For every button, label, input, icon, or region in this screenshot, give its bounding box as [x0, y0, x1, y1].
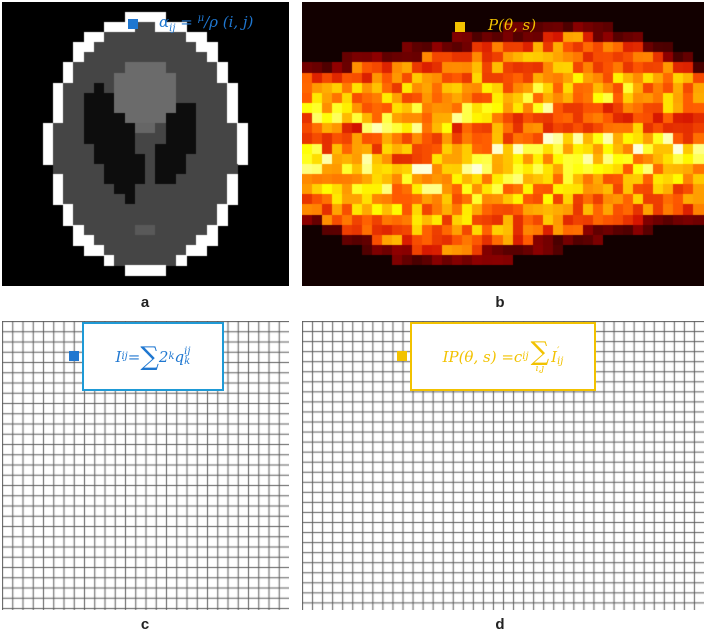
legend-marker-c: [69, 351, 79, 361]
panel-label-c: c: [140, 616, 150, 633]
legend-marker-b: [455, 22, 465, 32]
panel-label-a: a: [140, 294, 150, 311]
sinogram-image: [302, 2, 704, 286]
phantom-image-panel: αij = μ/ρ (i, j): [2, 2, 289, 286]
phantom-image: [2, 2, 289, 286]
sinogram-panel: P(θ, s): [302, 2, 704, 286]
formula-box-d: IP(θ, s) = c ij ∑ i,j I ′ ij: [410, 322, 596, 391]
legend-marker-a: [128, 19, 138, 29]
formula-b: P(θ, s): [488, 16, 537, 34]
formula-a: αij = μ/ρ (i, j): [159, 13, 254, 34]
grid-panel-d: IP(θ, s) = c ij ∑ i,j I ′ ij: [302, 321, 704, 610]
panel-label-d: d: [495, 616, 505, 633]
panel-label-b: b: [495, 294, 505, 311]
legend-marker-d: [397, 351, 407, 361]
